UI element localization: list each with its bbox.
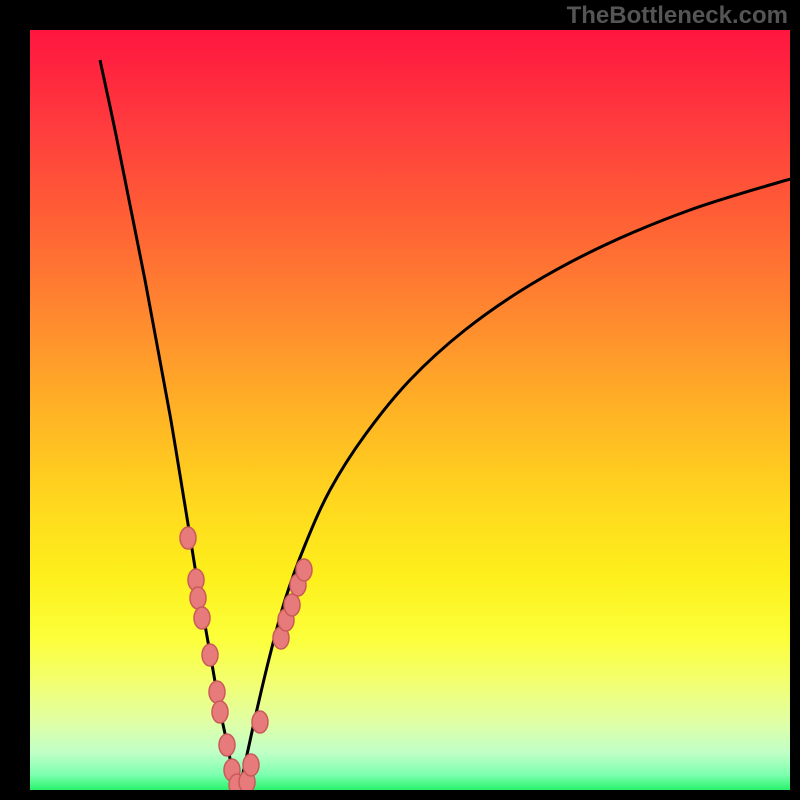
- data-marker: [180, 527, 196, 549]
- data-marker: [252, 711, 268, 733]
- left-curve: [100, 60, 235, 787]
- chart-svg: [30, 30, 790, 790]
- data-marker: [194, 607, 210, 629]
- chart-plot-area: [30, 30, 790, 790]
- data-marker: [219, 734, 235, 756]
- data-marker: [212, 701, 228, 723]
- data-marker: [209, 681, 225, 703]
- data-marker: [202, 644, 218, 666]
- data-marker: [296, 559, 312, 581]
- data-marker: [284, 594, 300, 616]
- data-marker: [243, 754, 259, 776]
- data-marker: [190, 587, 206, 609]
- right-curve: [240, 172, 790, 787]
- watermark-text: TheBottleneck.com: [567, 2, 788, 30]
